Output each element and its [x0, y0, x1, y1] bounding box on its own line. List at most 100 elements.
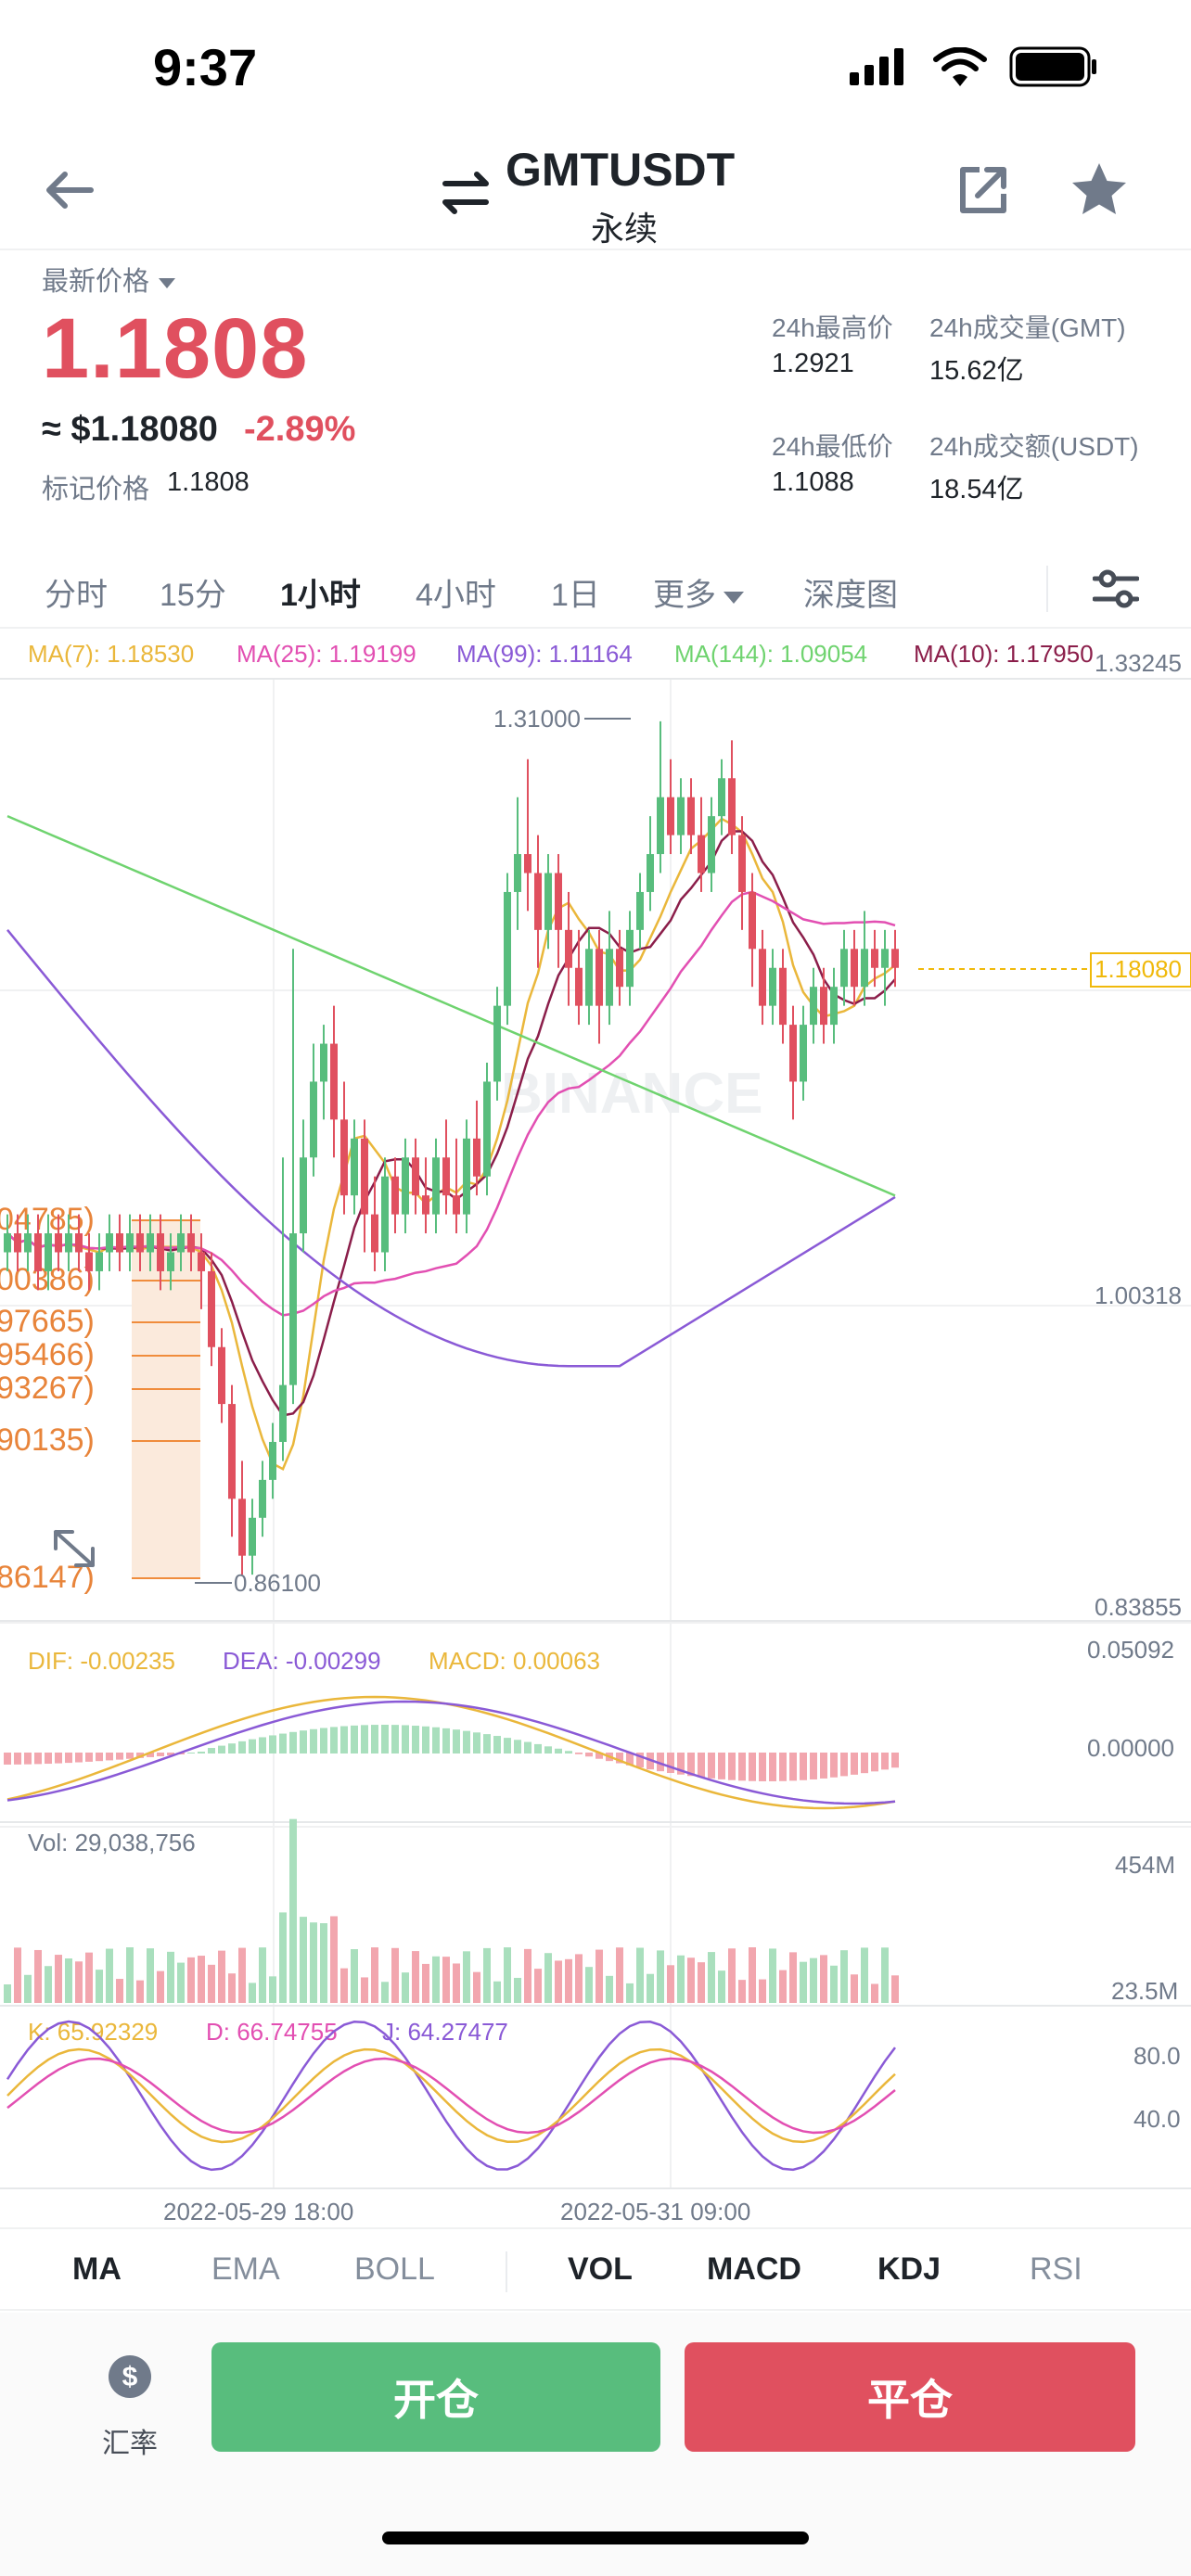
back-arrow-icon[interactable]	[37, 158, 102, 223]
tab-ma[interactable]: MA	[72, 2251, 122, 2287]
tab-depth[interactable]: 深度图	[803, 578, 898, 613]
mark-price: 1.1808	[167, 467, 250, 497]
fib-level-label: 04785)	[0, 1202, 95, 1237]
volume-bar	[800, 1961, 807, 2003]
swap-icon[interactable]	[438, 165, 493, 221]
macd-bar	[85, 1753, 93, 1762]
cellular-signal-icon	[850, 48, 903, 85]
high-marker-label: 1.31000	[493, 705, 581, 733]
volume-bar	[728, 1948, 736, 2003]
candle	[759, 949, 766, 1006]
tab-1h[interactable]: 1小时	[280, 578, 361, 613]
candle	[228, 1404, 236, 1499]
volume-axis-label: 454M	[1115, 1851, 1175, 1879]
candle	[45, 1233, 52, 1271]
macd-bar	[106, 1753, 113, 1761]
exchange-rate-button[interactable]: $ 汇率	[83, 2350, 176, 2461]
pair-title[interactable]: GMTUSDT	[506, 144, 736, 196]
volume-bar	[340, 1968, 348, 2003]
volume-bar	[310, 1922, 317, 2003]
expand-icon[interactable]	[54, 1530, 95, 1567]
volume-bar	[708, 1952, 715, 2003]
volume-bar	[249, 1983, 256, 2003]
macd-dea: DEA: -0.00299	[223, 1647, 381, 1675]
tab-rsi[interactable]: RSI	[1030, 2251, 1082, 2287]
candle	[249, 1517, 256, 1556]
volume-bar	[636, 1947, 644, 2003]
chart-settings-icon[interactable]	[1093, 567, 1139, 610]
tab-1d[interactable]: 1日	[551, 578, 600, 613]
favorite-star-icon[interactable]	[1069, 159, 1130, 221]
candle	[116, 1233, 123, 1253]
volume-bar	[300, 1917, 307, 2003]
candle	[34, 1233, 42, 1271]
macd-bar	[677, 1753, 685, 1775]
last-price-selector[interactable]: 最新价格	[42, 260, 176, 299]
tab-vol[interactable]: VOL	[568, 2251, 633, 2287]
volume-bar	[432, 1956, 440, 2003]
volume-bar	[820, 1955, 827, 2003]
macd-bar	[585, 1753, 593, 1757]
macd-bar	[167, 1753, 174, 1755]
macd-bar	[463, 1730, 470, 1753]
candle	[524, 854, 531, 874]
candle	[65, 1233, 72, 1253]
macd-bar	[45, 1753, 52, 1765]
volume-bar	[647, 1973, 654, 2003]
price-summary: 最新价格 1.1808 ≈ $1.18080 -2.89% 标记价格 1.180…	[0, 252, 1191, 530]
volume-bar	[269, 1976, 276, 2003]
macd-bar	[718, 1753, 725, 1779]
fib-lines: 04785)00386)97665)95466)93267)90135)8614…	[0, 1202, 200, 1595]
volume-bar	[626, 1983, 634, 2003]
macd-bar	[514, 1740, 521, 1753]
tab-kdj[interactable]: KDJ	[877, 2251, 941, 2287]
watermark: BINANCE	[501, 1062, 762, 1126]
macd-bar	[218, 1745, 225, 1753]
candle	[483, 1081, 491, 1177]
candle	[279, 1384, 287, 1442]
volume-bar	[24, 1974, 32, 2003]
volume-bar	[687, 1958, 695, 2003]
volume-bar	[891, 1975, 899, 2003]
candle	[136, 1233, 144, 1253]
volume-bar	[453, 1963, 460, 2003]
macd-histogram	[4, 1695, 899, 1810]
tab-macd[interactable]: MACD	[707, 2251, 801, 2287]
kdj-j: J: 64.27477	[382, 2018, 508, 2046]
macd-bar	[4, 1753, 11, 1765]
volume-bar	[759, 1979, 766, 2003]
macd-bar	[14, 1753, 21, 1765]
tab-ema[interactable]: EMA	[211, 2251, 280, 2287]
candle	[534, 873, 542, 930]
tab-boll[interactable]: BOLL	[354, 2251, 435, 2287]
macd-bar	[198, 1752, 205, 1753]
volume-bar	[177, 1962, 185, 2003]
volume-bar	[810, 1958, 817, 2003]
macd-dif: DIF: -0.00235	[28, 1647, 175, 1675]
volume-bar	[667, 1965, 674, 2003]
macd-bar	[381, 1725, 389, 1753]
share-icon[interactable]	[955, 162, 1011, 218]
close-position-button[interactable]: 平仓	[685, 2342, 1135, 2452]
fib-level-label: 97665)	[0, 1304, 95, 1339]
tab-more[interactable]: 更多	[653, 569, 744, 615]
volume-bar	[789, 1952, 797, 2003]
candle	[657, 797, 664, 855]
macd-bar	[493, 1736, 501, 1753]
last-price-label: 最新价格	[42, 267, 150, 297]
macd-bar	[147, 1753, 154, 1757]
tab-4h[interactable]: 4小时	[416, 578, 496, 613]
volume-bar	[289, 1818, 297, 2003]
macd-bar	[228, 1743, 236, 1753]
kline-chart[interactable]: BINANCE 04785)00386)97665)95466)93267)90…	[0, 631, 1191, 2227]
candle	[259, 1479, 266, 1518]
current-price-tag	[1090, 952, 1191, 988]
tab-15m[interactable]: 15分	[160, 578, 226, 613]
pane-dividers	[0, 678, 1191, 2189]
open-position-button[interactable]: 开仓	[211, 2342, 660, 2452]
volume-bar	[279, 1912, 287, 2003]
candle	[728, 778, 736, 835]
tab-time-share[interactable]: 分时	[45, 578, 108, 613]
candle	[24, 1233, 32, 1253]
volume-bar	[524, 1948, 531, 2003]
